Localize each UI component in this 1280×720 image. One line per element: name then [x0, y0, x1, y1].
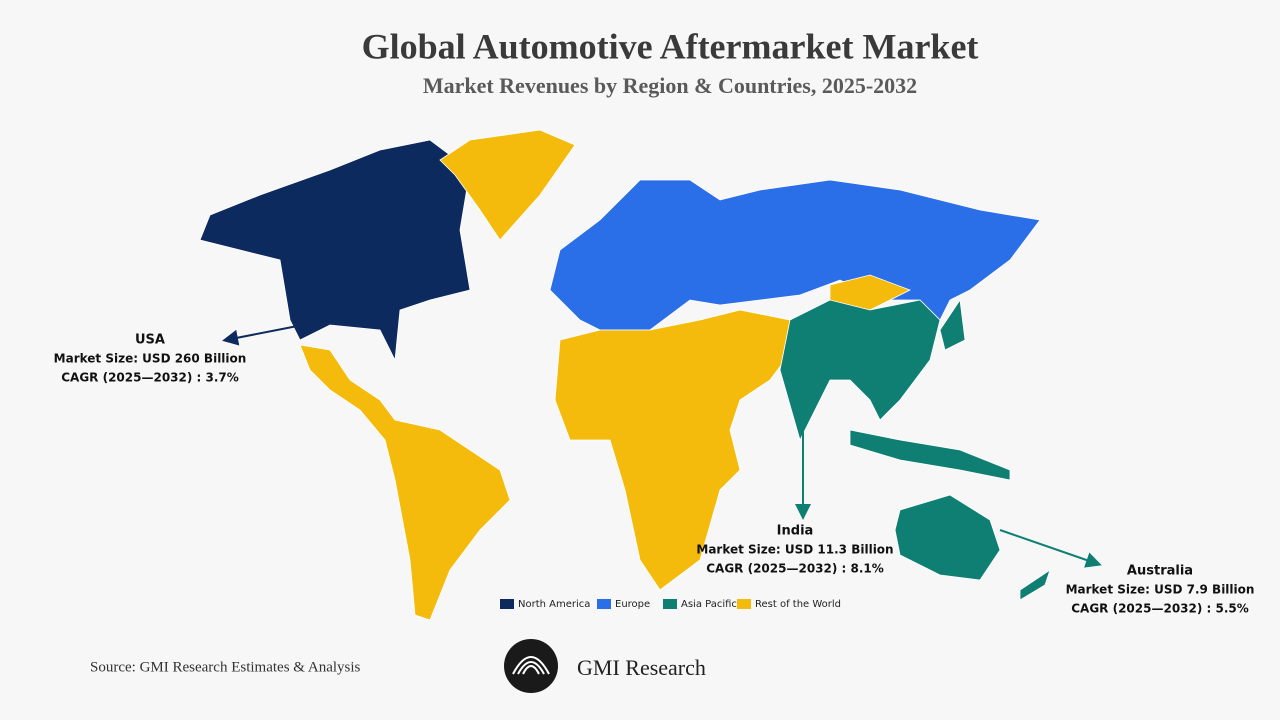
usa-arrow: [222, 321, 319, 346]
europe-russia: [549, 179, 1041, 331]
legend-swatch: [663, 599, 677, 609]
australia-arrow: [999, 529, 1102, 568]
legend-label: Rest of the World: [755, 599, 841, 610]
logo: [504, 639, 558, 693]
australia: [894, 494, 1001, 581]
latin-america: [299, 344, 511, 621]
source: Source: GMI Research Estimates & Analysi…: [90, 659, 361, 675]
callout-name: Australia: [1127, 564, 1193, 579]
callout-size: Market Size: USD 11.3 Billion: [696, 543, 893, 557]
callout-size: Market Size: USD 260 Billion: [54, 352, 247, 366]
brand: GMI Research: [577, 655, 706, 680]
legend-swatch: [500, 599, 514, 609]
callout-name: India: [777, 524, 814, 539]
legend-label: North America: [518, 599, 590, 610]
callout-cagr: CAGR (2025—2032) : 8.1%: [706, 562, 884, 576]
logo-icon: [512, 656, 550, 675]
callout-name: USA: [135, 333, 165, 348]
legend-swatch: [737, 599, 751, 609]
indonesia: [849, 429, 1011, 481]
world-map: [199, 129, 1051, 621]
callout-cagr: CAGR (2025—2032) : 3.7%: [61, 371, 239, 385]
legend-label: Asia Pacific: [681, 599, 737, 610]
greenland: [439, 129, 576, 241]
callout-size: Market Size: USD 7.9 Billion: [1066, 583, 1255, 597]
africa-middle-east: [554, 309, 801, 591]
north-america: [199, 139, 471, 362]
japan: [939, 298, 966, 351]
subtitle: Market Revenues by Region & Countries, 2…: [423, 73, 917, 98]
title: Global Automotive Aftermarket Market: [362, 26, 979, 66]
callout-cagr: CAGR (2025—2032) : 5.5%: [1071, 602, 1249, 616]
legend: North America Europe Asia Pacific Rest of t…: [500, 599, 841, 610]
new-zealand: [1019, 569, 1051, 601]
callouts: USA Market Size: USD 260 Billion CAGR (202…: [54, 333, 1255, 616]
legend-label: Europe: [615, 599, 650, 610]
legend-swatch: [597, 599, 611, 609]
